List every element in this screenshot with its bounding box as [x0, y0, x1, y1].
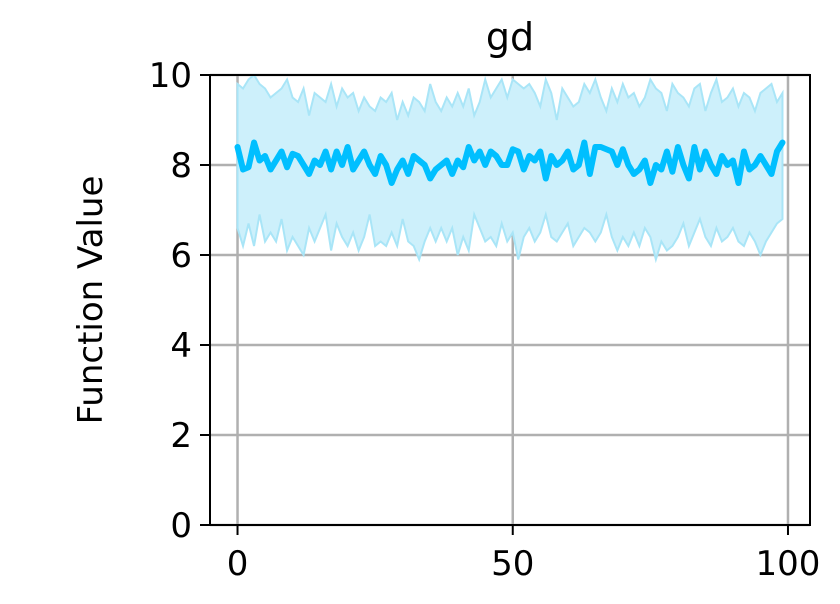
- y-tick-label: 0: [170, 506, 192, 546]
- y-tick-label: 8: [170, 146, 192, 186]
- x-tick-label: 100: [756, 544, 821, 584]
- x-tick-label: 50: [491, 544, 534, 584]
- x-tick-label: 0: [227, 544, 249, 584]
- series-line-0: [234, 139, 786, 186]
- y-tick-label: 4: [170, 326, 192, 366]
- y-tick-label: 10: [149, 56, 192, 96]
- series-line: [234, 139, 786, 186]
- x-axis-ticks: 0 50 100: [227, 525, 821, 584]
- chart-title: gd: [486, 15, 534, 59]
- y-axis-label: Function Value: [71, 176, 111, 425]
- confidence-band: [236, 73, 784, 264]
- y-axis-ticks: 0 2 4 6 8 10: [149, 56, 210, 546]
- plot-frame: [209, 74, 811, 526]
- y-tick-label: 2: [170, 416, 192, 456]
- y-tick-label: 6: [170, 236, 192, 276]
- band-area: [236, 73, 784, 264]
